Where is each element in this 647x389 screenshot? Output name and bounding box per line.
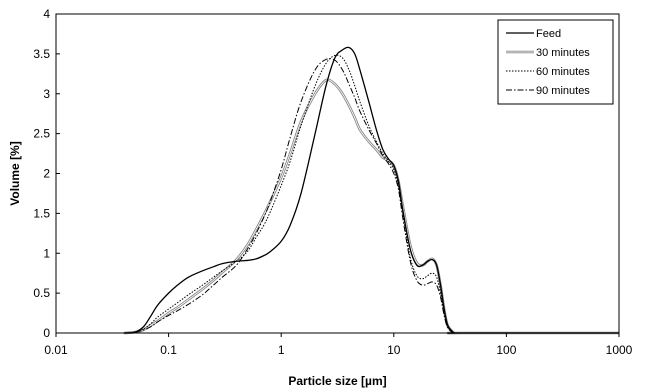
y-tick-label: 2.5 [33, 127, 50, 141]
y-tick-label: 1 [43, 246, 50, 260]
y-tick-label: 2 [43, 167, 50, 181]
series-line-60-minutes [123, 54, 619, 334]
legend: Feed 30 minutes 60 minutes 90 minutes [497, 19, 614, 105]
y-axis-title: Volume [%] [8, 141, 22, 205]
legend-label: 60 minutes [536, 66, 590, 78]
y-tick-label: 1.5 [33, 206, 50, 220]
plot-frame [55, 13, 620, 334]
x-tick-label: 1000 [606, 343, 633, 357]
y-tick-label: 3.5 [33, 47, 50, 61]
legend-label: 90 minutes [536, 85, 590, 97]
x-tick-label: 0.1 [160, 343, 177, 357]
series-line-90-minutes [123, 58, 619, 334]
x-tick-label: 100 [496, 343, 516, 357]
y-tick-label: 4 [43, 7, 50, 21]
x-tick-label: 0.01 [44, 343, 68, 357]
x-axis-title: Particle size [µm] [288, 374, 386, 388]
series-line-inner [123, 79, 619, 334]
series-line-feed [123, 46, 619, 334]
legend-label: Feed [536, 28, 561, 40]
y-axis-ticks: 0 0.5 1 1.5 2 2.5 3 3.5 4 [33, 7, 60, 340]
x-tick-label: 10 [387, 343, 401, 357]
legend-label: 30 minutes [536, 47, 590, 59]
y-tick-label: 0.5 [33, 286, 50, 300]
legend-box [497, 19, 614, 105]
x-tick-label: 1 [278, 343, 285, 357]
y-tick-label: 0 [43, 326, 50, 340]
series-line-30-minutes [123, 78, 619, 335]
y-tick-label: 3 [43, 87, 50, 101]
plot-area [123, 46, 619, 335]
x-axis-ticks: 0.01 0.1 1 10 100 1000 [44, 333, 633, 357]
